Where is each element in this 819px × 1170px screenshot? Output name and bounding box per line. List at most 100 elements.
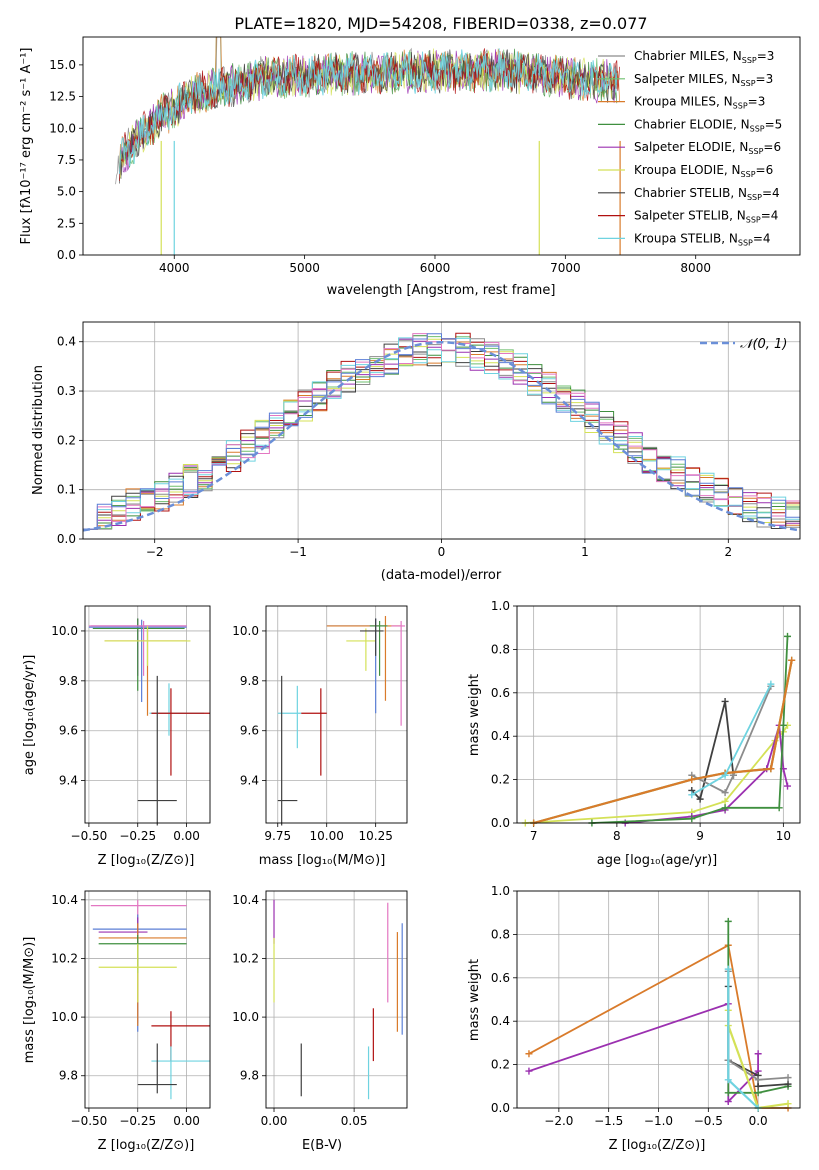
weight-age-xtick-label: 8 (613, 829, 621, 843)
spectrum-xtick-label: 4000 (159, 261, 190, 275)
weight-age-ytick-label: 0.2 (491, 773, 510, 787)
age-z-ytick-label: 10.0 (51, 624, 78, 638)
spectrum-ytick-label: 2.5 (57, 216, 76, 230)
weight-z-ytick-label: 0.8 (491, 927, 510, 941)
weight-age-marker-0-2 (721, 797, 729, 805)
residual-ytick-label: 0.2 (57, 433, 76, 447)
age-mass-axes-frame (265, 605, 408, 824)
age-mass-xlabel: mass [log₁₀(M/M⊙)] (259, 853, 386, 868)
spectrum-ytick-label: 15.0 (49, 58, 76, 72)
spectrum-panel: PLATE=1820, MJD=54208, FIBERID=0338, z=0… (19, 14, 801, 298)
weight-age-ytick-label: 0.6 (491, 686, 510, 700)
weight-age-marker-7-1 (721, 771, 729, 779)
residual-ytick-label: 0.0 (57, 532, 76, 546)
weight-z-marker-2-0 (724, 917, 732, 925)
weight-z-xlabel: Z [log₁₀(Z/Z⊙)] (609, 1138, 706, 1153)
age-z-xlabel: Z [log₁₀(Z/Z⊙)] (98, 853, 195, 868)
weight-age-marker-7-2 (767, 680, 775, 688)
weight-z-marker-2-1 (724, 1089, 732, 1097)
mass-z-xlabel: Z [log₁₀(Z/Z⊙)] (98, 1138, 195, 1153)
weight-age-ylabel: mass weight (467, 674, 482, 756)
spectrum-xtick-label: 7000 (550, 261, 581, 275)
age-z-xtick-label: 0.00 (173, 829, 200, 843)
residual-axes-frame (82, 321, 801, 540)
weight-age-xtick-label: 10 (776, 829, 791, 843)
spectrum-ytick-label: 5.0 (57, 185, 76, 199)
weight-z-marker-2-2 (754, 1089, 762, 1097)
weight-age-xtick-label: 9 (696, 829, 704, 843)
mass-ebv-ytick-label: 10.4 (232, 893, 259, 907)
spectrum-xlabel: wavelength [Angstrom, rest frame] (327, 283, 556, 298)
spectrum-ytick-label: 7.5 (57, 153, 76, 167)
histogram-step-8 (83, 337, 800, 530)
weight-z-marker-5-3 (784, 1100, 792, 1108)
weight-age-marker-3-2 (721, 697, 729, 705)
weight-age-marker-6-1 (688, 776, 696, 784)
gaussian-curve (82, 340, 801, 532)
legend-label-1: Salpeter MILES, NSSP=3 (634, 72, 773, 88)
residual-xtick-label: −2 (146, 545, 164, 559)
weight-age-axes-frame (516, 605, 801, 824)
spectrum-line-8 (119, 48, 618, 174)
residual-xtick-label: 0 (438, 545, 446, 559)
mass-z-axes-frame (84, 890, 211, 1109)
age-z-ytick-label: 9.4 (59, 774, 78, 788)
weight-z-marker-3-3 (754, 1082, 762, 1090)
legend-label-3: Chabrier ELODIE, NSSP=5 (634, 117, 782, 133)
weight-z-marker-4-2 (754, 1076, 762, 1084)
residual-xtick-label: 2 (724, 545, 732, 559)
weight-z-marker-0-0 (525, 1050, 533, 1058)
weight-z-marker-1-0 (525, 1067, 533, 1075)
age-z-ytick-label: 9.6 (59, 724, 78, 738)
legend-label-0: Chabrier MILES, NSSP=3 (634, 49, 774, 65)
legend-label-8: Kroupa STELIB, NSSP=4 (634, 231, 771, 247)
legend-label-6: Chabrier STELIB, NSSP=4 (634, 186, 780, 202)
age-z-axes-frame (84, 605, 211, 824)
gaussian-legend-label: 𝒩(0, 1) (740, 337, 787, 352)
weight-z-ytick-label: 1.0 (491, 884, 510, 898)
age-mass-ytick-label: 9.6 (240, 724, 259, 738)
age-mass-xtick-label: 10.00 (310, 829, 344, 843)
weight-age-marker-6-4 (788, 656, 796, 664)
weight-z-ytick-label: 0.2 (491, 1058, 510, 1072)
weight-z-xtick-label: 0.0 (749, 1114, 768, 1128)
mass-vs-ebv-panel: 0.00 0.05 9.8 10.0 10.2 10.4 (232, 890, 408, 1128)
spectrum-ylabel: Flux [fλ10⁻¹⁷ erg cm⁻² s⁻¹ A⁻¹] (19, 48, 34, 245)
legend-label-7: Salpeter STELIB, NSSP=4 (634, 209, 778, 225)
weight-z-line-1 (528, 1002, 759, 1104)
age-vs-mass-panel: 9.75 10.00 10.25 9.4 9.6 9.8 10.0 (232, 605, 408, 843)
spectrum-title: PLATE=1820, MJD=54208, FIBERID=0338, z=0… (234, 14, 647, 33)
residual-ylabel: Normed distribution (31, 365, 46, 495)
weight-age-marker-2-3 (775, 804, 783, 812)
weight-age-line-5 (533, 660, 793, 825)
residual-ytick-label: 0.4 (57, 335, 76, 349)
weight-z-marker-4-3 (784, 1074, 792, 1082)
spectrum-xtick-label: 8000 (680, 261, 711, 275)
age-mass-ytick-label: 9.4 (240, 774, 259, 788)
weight-vs-metallicity-panel: −2.0 −1.5 −1.0 −0.5 0.0 0.0 0.2 0.4 0.6 0.8 1.0 (491, 884, 801, 1128)
weight-z-marker-3-4 (784, 1080, 792, 1088)
weight-z-ytick-label: 0.6 (491, 971, 510, 985)
mass-z-ylabel: mass [log₁₀(M/M⊙)] (22, 937, 37, 1064)
weight-z-ytick-label: 0.4 (491, 1014, 510, 1028)
weight-z-ytick-label: 0.0 (491, 1101, 510, 1115)
weight-age-marker-1-6 (784, 782, 792, 790)
mass-z-xtick-label: 0.00 (173, 1114, 200, 1128)
spectrum-legend: Chabrier MILES, NSSP=3 Salpeter MILES, NS… (598, 49, 782, 247)
weight-z-ylabel: mass weight (467, 959, 482, 1041)
age-mass-ytick-label: 9.8 (240, 674, 259, 688)
spectrum-series-lines (115, 36, 621, 255)
mass-ebv-axes-frame (265, 890, 408, 1109)
weight-age-line-2 (591, 636, 789, 824)
age-mass-ytick-label: 10.0 (232, 624, 259, 638)
weight-age-marker-7-0 (688, 791, 696, 799)
mass-z-xtick-label: −0.50 (71, 1114, 108, 1128)
mass-ebv-xtick-label: 0.05 (341, 1114, 368, 1128)
mass-ebv-ytick-label: 10.0 (232, 1010, 259, 1024)
legend-label-5: Kroupa ELODIE, NSSP=6 (634, 163, 773, 179)
legend-label-4: Salpeter ELODIE, NSSP=6 (634, 140, 781, 156)
weight-age-line-6 (533, 660, 793, 825)
weight-z-xtick-label: −1.0 (644, 1114, 673, 1128)
mass-z-ytick-label: 10.0 (51, 1010, 78, 1024)
